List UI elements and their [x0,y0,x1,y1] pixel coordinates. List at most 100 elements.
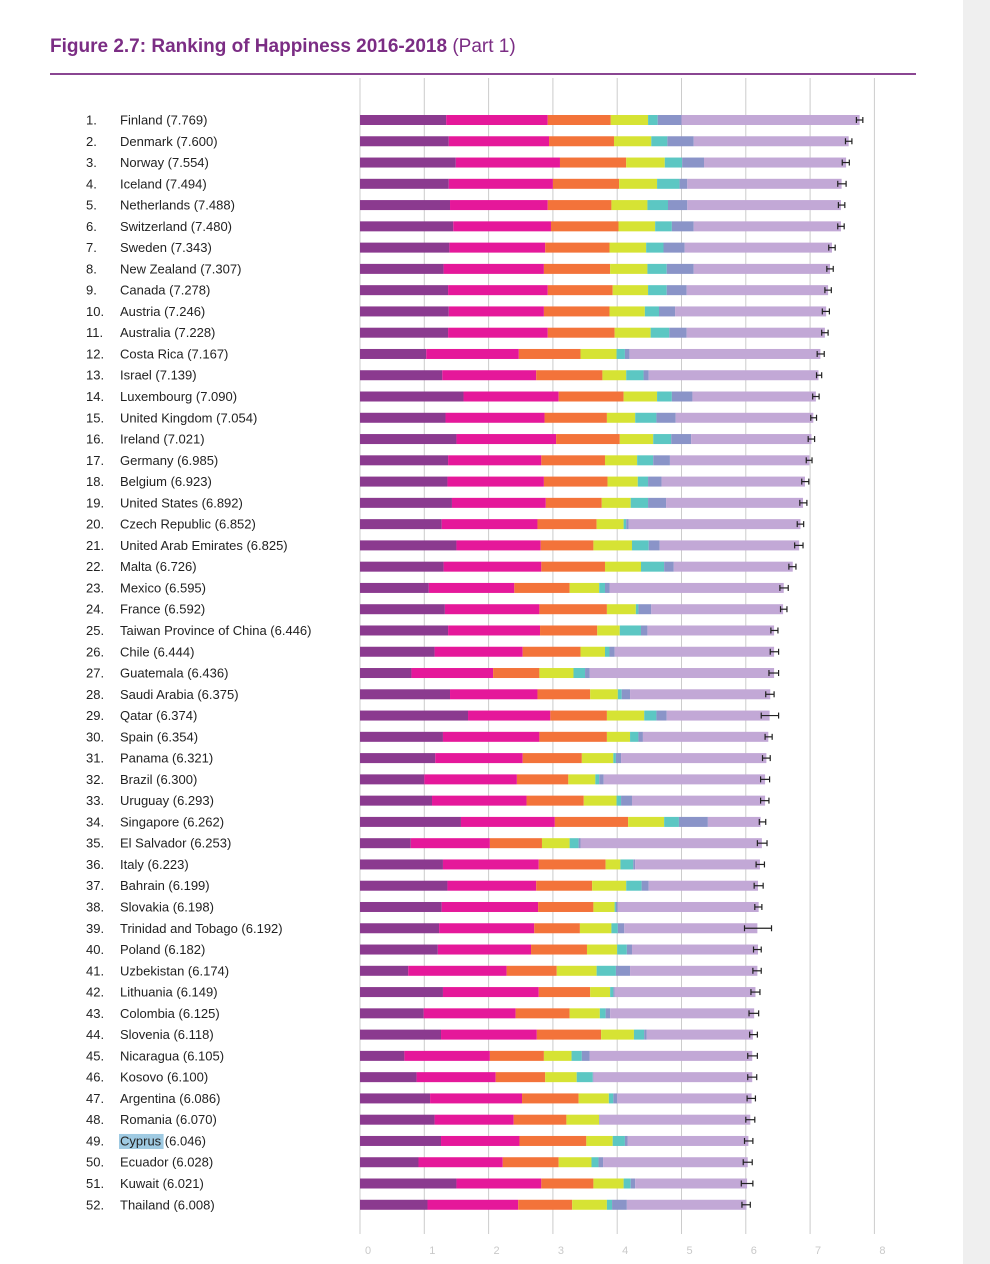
bar-segment-3 [537,689,591,700]
bar-segment-1 [360,1135,442,1146]
bar-segment-6 [612,1199,627,1210]
rank-number: 24. [86,602,104,617]
bar-segment-7 [704,157,847,168]
x-tick-label: 6 [751,1245,757,1257]
country-label: Spain (6.354) [120,729,198,744]
bar-segment-1 [360,901,442,912]
bar-segment-1 [360,668,412,679]
bar-segment-5 [648,115,658,125]
bar-segment-3 [531,944,587,955]
bar-segment-2 [411,668,494,679]
bar-segment-1 [360,582,429,593]
bar-segment-7 [617,901,759,912]
bar-segment-3 [541,1178,594,1189]
bar-segment-3 [558,391,624,402]
country-label: Malta (6.726) [120,559,197,574]
bar-segment-4 [619,434,654,445]
rank-number: 31. [86,751,104,766]
bar-segment-4 [614,327,651,338]
bar-segment-7 [589,1050,753,1061]
bar-segment-5 [657,391,672,402]
bar-segment-2 [426,348,519,359]
country-label: Saudi Arabia (6.375) [120,687,239,702]
bar-segment-1 [360,348,427,359]
bar-segment-5 [623,519,627,530]
bar-segment-5 [595,774,600,785]
rank-number: 39. [86,921,104,936]
bar-segment-6 [644,1029,647,1040]
country-label: Bahrain (6.199) [120,878,210,893]
bar-segment-2 [437,944,532,955]
bar-segment-6 [641,880,649,891]
rank-number: 4. [86,176,97,191]
bar-segment-4 [580,348,617,359]
bar-segment-3 [559,157,627,168]
bar-segment-5 [614,901,616,912]
bar-segment-3 [495,1072,546,1083]
country-label: Kosovo (6.100) [120,1070,208,1085]
country-label: Israel (7.139) [120,368,197,383]
bar-segment-6 [640,625,648,636]
x-tick-label: 1 [429,1245,435,1257]
bar-segment-3 [489,838,542,849]
bar-segment-1 [360,816,461,827]
bar-segment-3 [541,561,605,572]
bar-segment-6 [653,455,670,466]
bar-segment-5 [576,1072,593,1083]
bar-segment-2 [435,753,523,764]
bar-segment-4 [581,753,614,764]
bar-segment-5 [640,561,665,572]
bar-segment-7 [603,774,766,785]
bar-segment-6 [609,646,615,657]
country-label: Czech Republic (6.852) [120,517,256,532]
country-label: Australia (7.228) [120,325,215,340]
bar-segment-7 [666,497,804,508]
country-label: Mexico (6.595) [120,580,206,595]
bar-segment-7 [635,1178,748,1189]
bar-segment-3 [536,370,603,381]
rank-number: 41. [86,963,104,978]
bar-segment-5 [620,859,634,870]
country-label: New Zealand (7.307) [120,261,241,276]
country-label: Guatemala (6.436) [120,666,228,681]
bar-segment-3 [543,306,610,317]
bar-segment-2 [428,582,515,593]
country-label: Qatar (6.374) [120,708,197,723]
bar-segment-7 [693,136,849,147]
country-label: United States (6.892) [120,495,243,510]
bar-segment-4 [593,540,632,551]
bar-segment-7 [642,731,769,742]
country-label: Uruguay (6.293) [120,793,214,808]
country-label: Ecuador (6.028) [120,1155,213,1170]
bar-segment-2 [447,476,544,487]
bar-segment-4 [566,1114,600,1125]
bar-segment-6 [621,689,631,700]
country-label: Poland (6.182) [120,942,205,957]
bar-segment-1 [360,476,448,487]
bar-segment-4 [612,285,649,296]
country-label: Taiwan Province of China (6.446) [120,623,312,638]
rank-number: 23. [86,580,104,595]
bar-segment-7 [669,455,810,466]
bar-segment-4 [539,668,574,679]
bar-segment-5 [635,604,639,615]
rank-number: 28. [86,687,104,702]
bar-segment-2 [448,625,541,636]
bar-segment-2 [441,519,538,530]
bar-segment-2 [418,1157,503,1168]
bar-segment-3 [556,434,620,445]
bar-segment-7 [692,391,816,402]
bar-segment-2 [404,1050,490,1061]
country-label: Slovenia (6.118) [120,1027,214,1042]
bar-segment-7 [684,242,832,253]
bar-segment-3 [493,668,540,679]
bar-segment-3 [536,1029,602,1040]
bar-segment-1 [360,731,443,742]
bar-segment-6 [664,561,674,572]
country-label: Romania (6.070) [120,1112,217,1127]
bar-segment-1 [360,625,449,636]
bar-segment-1 [360,136,449,147]
bar-segment-6 [626,944,632,955]
country-label: Ireland (7.021) [120,432,205,447]
bar-segment-7 [648,880,759,891]
